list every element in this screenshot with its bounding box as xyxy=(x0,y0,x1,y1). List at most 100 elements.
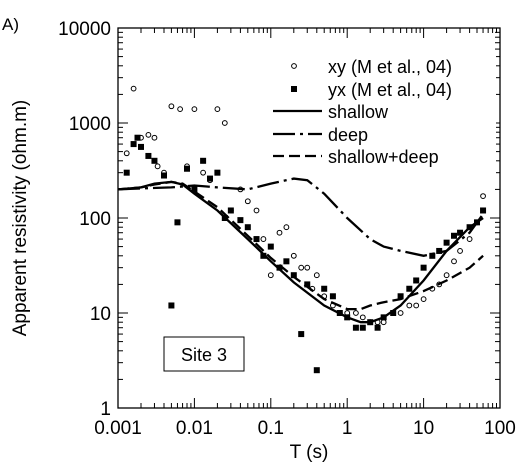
data-point-filled-square xyxy=(321,285,328,292)
data-point-filled-square xyxy=(260,252,267,259)
y-tick-label: 10 xyxy=(90,304,111,325)
x-tick-label: 1 xyxy=(342,418,353,439)
series-layer xyxy=(117,85,487,374)
x-tick-label: 100 xyxy=(484,418,516,439)
data-point-open-circle xyxy=(283,224,290,231)
data-point-filled-square xyxy=(237,217,244,224)
data-point-filled-square xyxy=(451,232,458,239)
data-point-filled-square xyxy=(174,219,181,226)
series-4 xyxy=(117,180,484,311)
data-point-filled-square xyxy=(313,367,320,374)
data-point-filled-square xyxy=(390,310,397,316)
data-point-filled-square xyxy=(130,141,137,148)
data-point-open-circle xyxy=(457,248,463,254)
data-point-filled-square xyxy=(304,281,311,288)
data-point-filled-square xyxy=(160,172,167,179)
data-point-filled-square xyxy=(329,293,336,300)
panel-label: A) xyxy=(2,15,19,34)
legend-label: xy (M et al., 04) xyxy=(328,57,452,77)
data-point-open-circle xyxy=(359,314,366,321)
data-point-open-circle xyxy=(276,229,283,236)
data-point-open-circle xyxy=(130,85,137,92)
legend-label: shallow xyxy=(328,102,389,122)
data-point-filled-square xyxy=(168,302,175,309)
data-point-filled-square xyxy=(429,252,436,259)
data-point-filled-square xyxy=(191,186,198,193)
data-point-open-circle xyxy=(244,198,251,205)
data-point-filled-square xyxy=(397,293,404,300)
series-line-dash xyxy=(117,180,484,311)
series-2 xyxy=(117,180,484,324)
x-tick-label: 0.001 xyxy=(94,418,142,439)
y-axis-title: Apparent resistivity (ohm.m) xyxy=(10,100,31,337)
data-point-open-circle xyxy=(214,106,221,113)
tick-label-layer: 0.001 0.01 0.1 1 10 100 1 10 100 1000 10000 xyxy=(58,19,516,439)
legend: xy (M et al., 04) yx (M et al., 04)shallo… xyxy=(268,52,496,174)
site-annotation-text: Site 3 xyxy=(181,345,227,365)
data-point-open-circle xyxy=(168,103,175,110)
data-point-filled-square xyxy=(137,143,144,150)
data-point-filled-square xyxy=(457,229,464,236)
data-point-filled-square xyxy=(134,134,141,141)
data-point-filled-square xyxy=(253,236,260,243)
data-point-filled-square xyxy=(200,157,207,164)
data-point-open-circle xyxy=(313,272,320,279)
data-point-open-circle xyxy=(267,272,274,279)
x-tick-label: 0.1 xyxy=(258,418,284,439)
data-point-filled-square xyxy=(413,277,420,284)
data-point-filled-square xyxy=(480,207,487,214)
data-point-open-circle xyxy=(290,252,297,259)
data-point-filled-square xyxy=(206,175,213,182)
x-axis-title: T (s) xyxy=(290,442,329,463)
data-point-open-circle xyxy=(177,106,184,113)
data-point-open-circle xyxy=(380,319,387,326)
data-point-filled-square xyxy=(406,285,413,292)
data-point-filled-square xyxy=(145,152,152,159)
data-point-open-circle xyxy=(200,169,207,176)
data-point-filled-square xyxy=(183,165,190,172)
data-point-filled-square xyxy=(436,247,443,254)
data-point-open-circle xyxy=(406,302,413,309)
data-point-open-circle xyxy=(221,120,228,126)
legend-swatch-marker xyxy=(291,63,297,69)
data-point-filled-square xyxy=(298,331,305,338)
data-point-open-circle xyxy=(420,296,427,303)
legend-label: yx (M et al., 04) xyxy=(328,80,452,100)
y-tick-label: 1000 xyxy=(69,114,111,135)
data-point-open-circle xyxy=(443,272,450,279)
data-point-filled-square xyxy=(290,272,297,279)
data-point-filled-square xyxy=(359,324,366,331)
x-tick-label: 0.01 xyxy=(176,418,213,439)
data-point-filled-square xyxy=(123,169,130,176)
data-point-filled-square xyxy=(420,264,427,271)
legend-background xyxy=(268,52,496,174)
series-line-long-dash-dot xyxy=(117,177,485,257)
site-annotation: Site 3 xyxy=(163,336,245,372)
data-point-filled-square xyxy=(151,157,158,164)
data-point-open-circle xyxy=(480,193,486,200)
y-tick-label: 1 xyxy=(100,399,111,420)
y-tick-label: 100 xyxy=(79,209,111,230)
data-point-open-circle xyxy=(151,134,158,141)
data-point-filled-square xyxy=(374,324,381,331)
data-point-filled-square xyxy=(227,207,234,214)
data-point-open-circle xyxy=(154,163,161,170)
data-point-open-circle xyxy=(145,131,152,138)
data-point-filled-square xyxy=(283,258,290,265)
site-annotation-box xyxy=(163,336,245,372)
data-point-open-circle xyxy=(353,310,359,316)
data-point-open-circle xyxy=(451,258,457,265)
data-point-filled-square xyxy=(244,224,251,231)
data-point-filled-square xyxy=(267,243,274,250)
y-tick-label: 10000 xyxy=(58,19,111,40)
data-point-open-circle xyxy=(260,236,267,242)
data-point-open-circle xyxy=(413,302,420,309)
axes-layer xyxy=(117,27,501,409)
series-3 xyxy=(117,177,485,257)
data-point-filled-square xyxy=(276,264,283,271)
data-point-open-circle xyxy=(304,264,311,271)
data-point-filled-square xyxy=(214,169,221,176)
data-point-open-circle xyxy=(397,310,404,316)
legend-swatch-marker xyxy=(291,86,297,92)
